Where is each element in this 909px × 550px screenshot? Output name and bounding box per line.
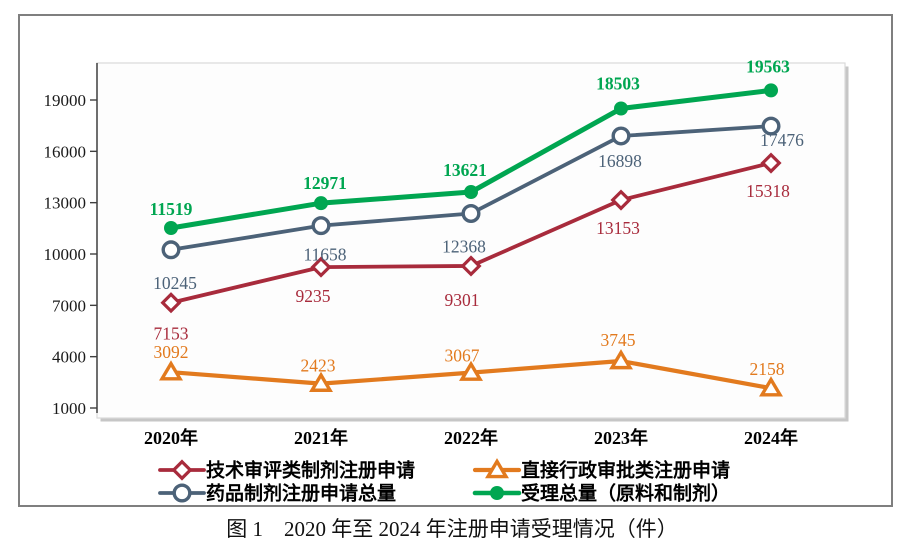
data-point-marker bbox=[164, 221, 178, 236]
figure-caption: 图 1 2020 年至 2024 年注册申请受理情况（件） bbox=[226, 517, 678, 541]
data-point-marker bbox=[311, 216, 331, 236]
y-tick-label: 16000 bbox=[44, 142, 87, 161]
legend-item: 直接行政审批类注册申请 bbox=[472, 458, 730, 482]
y-axis-ticks: 1000 4000 7000 10000 13000 16000 19000 bbox=[44, 91, 97, 418]
legend-item-label: 技术审评类制剂注册申请 bbox=[206, 459, 415, 482]
data-point-marker bbox=[490, 486, 504, 500]
data-point-marker bbox=[760, 152, 782, 174]
x-axis-label: 2023年 bbox=[594, 427, 648, 448]
data-point-marker bbox=[309, 371, 333, 392]
data-point-marker bbox=[171, 459, 193, 481]
data-point-label: 7153 bbox=[154, 324, 189, 344]
data-point-label: 19563 bbox=[746, 56, 790, 76]
x-axis-label: 2022年 bbox=[444, 427, 498, 448]
series-lines: 7153 9235 9301 13153 15318 3092 2423 3067 3745 21… bbox=[150, 56, 804, 397]
data-point-label: 16898 bbox=[598, 151, 642, 171]
data-point-label: 2423 bbox=[301, 356, 336, 376]
data-point-marker bbox=[314, 196, 328, 211]
data-point-label: 9235 bbox=[296, 286, 331, 306]
y-tick-label: 19000 bbox=[44, 91, 87, 110]
y-tick-label: 7000 bbox=[52, 296, 86, 315]
data-point-marker bbox=[172, 483, 192, 503]
y-tick-label: 13000 bbox=[44, 194, 87, 213]
legend-item-label: 药品制剂注册申请总量 bbox=[206, 482, 396, 505]
legend-item-label: 受理总量（原料和制剂） bbox=[521, 482, 730, 505]
x-axis-label: 2021年 bbox=[294, 427, 348, 448]
data-point-label: 18503 bbox=[596, 74, 640, 94]
data-point-marker bbox=[460, 255, 482, 277]
legend-item: 受理总量（原料和制剂） bbox=[472, 482, 730, 505]
legend-item: 药品制剂注册申请总量 bbox=[158, 482, 396, 505]
data-point-marker bbox=[764, 83, 778, 98]
data-point-marker bbox=[761, 116, 781, 136]
data-point-label: 13621 bbox=[443, 160, 487, 180]
x-axis-label: 2020年 bbox=[144, 427, 198, 448]
data-point-label: 17476 bbox=[760, 130, 804, 150]
legend-item: 技术审评类制剂注册申请 bbox=[158, 459, 415, 482]
data-point-marker bbox=[485, 458, 509, 479]
data-point-marker bbox=[310, 256, 332, 278]
data-point-label: 11658 bbox=[303, 245, 346, 265]
data-point-label: 11519 bbox=[150, 199, 193, 219]
data-point-marker bbox=[611, 126, 631, 146]
data-point-marker bbox=[461, 203, 481, 223]
data-point-marker bbox=[614, 101, 628, 116]
data-point-label: 15318 bbox=[746, 181, 790, 201]
data-point-marker bbox=[159, 360, 183, 381]
data-point-marker bbox=[610, 189, 632, 211]
legend-item-label: 直接行政审批类注册申请 bbox=[521, 459, 730, 482]
y-tick-label: 4000 bbox=[52, 348, 86, 367]
data-point-label: 13153 bbox=[596, 218, 640, 238]
x-axis-labels: 2020年 2021年 2022年 2023年 2024年 bbox=[144, 427, 798, 448]
y-tick-label: 1000 bbox=[52, 399, 86, 418]
data-point-label: 10245 bbox=[153, 273, 197, 293]
data-point-label: 12368 bbox=[442, 236, 486, 256]
data-point-marker bbox=[464, 185, 478, 200]
data-point-label: 3092 bbox=[154, 342, 189, 362]
data-point-label: 3745 bbox=[601, 330, 636, 350]
data-point-marker bbox=[759, 376, 783, 397]
x-axis-label: 2024年 bbox=[744, 427, 798, 448]
data-point-label: 2158 bbox=[750, 359, 785, 379]
data-point-marker bbox=[161, 240, 181, 260]
data-point-label: 12971 bbox=[303, 173, 347, 193]
data-point-marker bbox=[459, 360, 483, 381]
y-tick-label: 10000 bbox=[44, 245, 87, 264]
data-point-marker bbox=[160, 292, 182, 314]
data-point-marker bbox=[609, 349, 633, 370]
data-point-label: 3067 bbox=[445, 346, 480, 366]
data-point-label: 9301 bbox=[445, 290, 480, 310]
